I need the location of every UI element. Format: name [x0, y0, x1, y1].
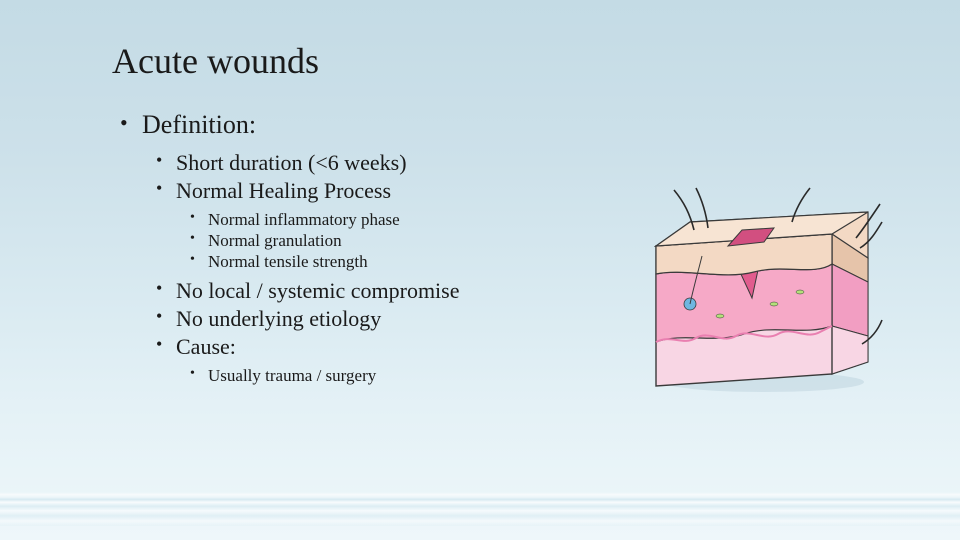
lvl1-text: Definition:: [142, 110, 256, 139]
lvl2-text: No local / systemic compromise: [176, 278, 460, 303]
slide-title: Acute wounds: [112, 40, 960, 82]
lvl2-text: Normal Healing Process: [176, 178, 391, 203]
lvl2-item: Short duration (<6 weeks): [150, 150, 960, 176]
lvl2-text: Cause:: [176, 334, 236, 359]
lvl3-text: Normal inflammatory phase: [208, 210, 400, 229]
lvl3-text: Normal tensile strength: [208, 252, 368, 271]
lvl2-text: Short duration (<6 weeks): [176, 150, 407, 175]
lvl2-text: No underlying etiology: [176, 306, 381, 331]
skin-cross-section-illustration: [624, 186, 884, 396]
lvl3-text: Normal granulation: [208, 231, 342, 250]
lvl3-text: Usually trauma / surgery: [208, 366, 376, 385]
